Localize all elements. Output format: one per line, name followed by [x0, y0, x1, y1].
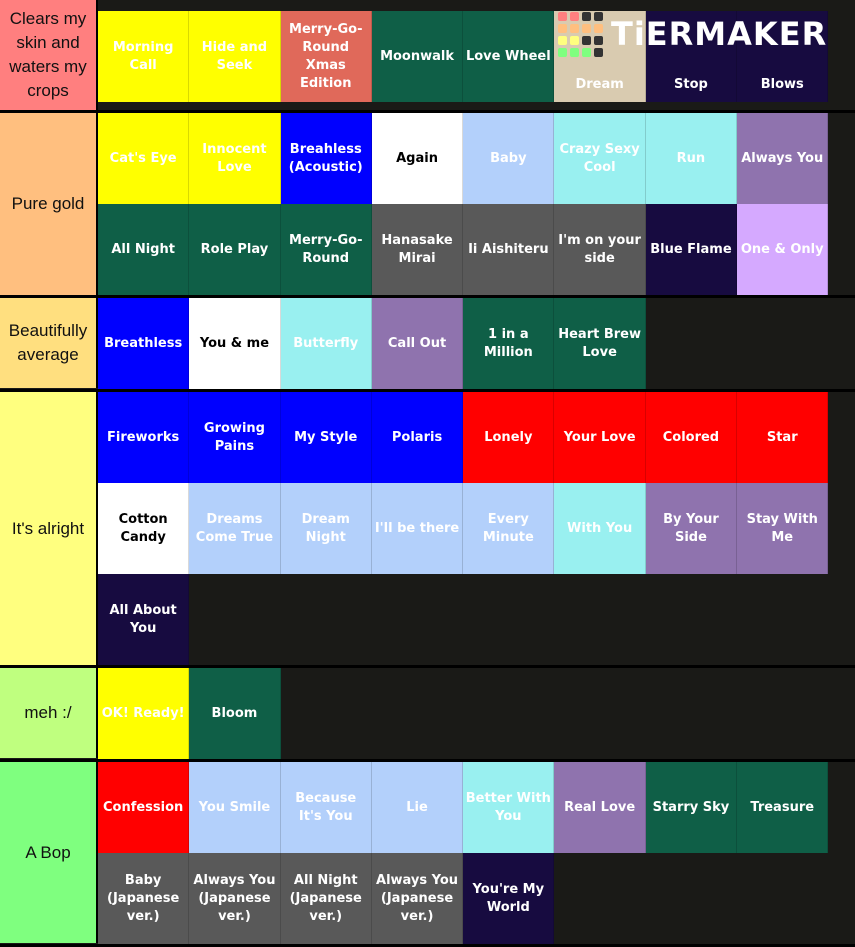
tier-label[interactable]: A Bop [0, 762, 98, 943]
tier-item[interactable]: Your Love [554, 392, 646, 483]
tier-item[interactable]: 1 in a Million [463, 298, 555, 389]
tier-item[interactable]: Merry-Go-Round Xmas Edition [280, 11, 372, 102]
tier-item[interactable]: Hide and Seek [189, 11, 281, 102]
tier-item[interactable]: Star [737, 392, 829, 483]
logo-square [594, 23, 603, 33]
tier-item[interactable]: Stay With Me [737, 483, 829, 574]
tier-item[interactable]: With You [554, 483, 646, 574]
logo-square [594, 35, 603, 45]
tier-item[interactable]: Hanasake Mirai [371, 204, 464, 295]
tier-item[interactable]: Butterfly [280, 298, 372, 389]
tier-row: meh :/OK! Ready! Bloom [0, 668, 855, 762]
tier-item[interactable]: Always You [737, 113, 829, 204]
tier-label[interactable]: Clears my skin and waters my crops [0, 0, 98, 110]
tier-item[interactable]: You & me [189, 298, 281, 389]
logo-square [594, 11, 603, 21]
tier-item[interactable]: Morning Call [98, 11, 190, 102]
tier-item[interactable]: I'll be there [371, 483, 464, 574]
tier-item[interactable]: Run [645, 113, 738, 204]
tier-item[interactable]: Bloom [189, 668, 281, 759]
logo-square [570, 11, 579, 21]
tier-item[interactable]: All About You [98, 574, 190, 665]
tier-item[interactable]: Dreams Come True [189, 483, 281, 574]
tier-items: OK! Ready! Bloom [98, 668, 855, 759]
tier-row: Clears my skin and waters my crops Mornin… [0, 0, 855, 113]
tier-item[interactable]: Baby (Japanese ver.) [98, 853, 190, 944]
tier-item[interactable]: Colored [645, 392, 738, 483]
tier-row: It's alright Fireworks Growing Pains My Sty… [0, 392, 855, 668]
tier-items: Confession You Smile Because It's You Lie Be… [98, 762, 855, 944]
tier-item[interactable]: Always You (Japanese ver.) [189, 853, 281, 944]
tier-item[interactable]: Call Out [371, 298, 464, 389]
logo-square [594, 47, 603, 57]
tier-label[interactable]: meh :/ [0, 668, 98, 758]
tier-item[interactable]: Baby [463, 113, 555, 204]
tier-item[interactable]: Fireworks [98, 392, 190, 483]
tier-item[interactable]: All Night [98, 204, 190, 295]
tier-item[interactable]: Breathless [98, 298, 190, 389]
tier-row: A Bop Confession You Smile Because It's You… [0, 762, 855, 947]
tier-item[interactable]: You Smile [189, 762, 281, 853]
logo-square [558, 11, 567, 21]
tier-item[interactable]: By Your Side [645, 483, 738, 574]
logo-square [558, 23, 567, 33]
logo-square [558, 35, 567, 45]
tier-items: Fireworks Growing Pains My Style Polaris Lon… [98, 392, 855, 665]
tier-items: Cat's Eye Innocent Love Breahless (Acousti… [98, 113, 855, 295]
tier-item[interactable]: My Style [280, 392, 372, 483]
tier-items: Breathless You & me Butterfly Call Out 1 in … [98, 298, 855, 389]
tier-item[interactable]: Blows [737, 11, 829, 102]
logo-square [582, 11, 591, 21]
tier-label[interactable]: It's alright [0, 392, 98, 665]
tier-item[interactable]: Ii Aishiteru [463, 204, 555, 295]
tier-item[interactable]: Stop [645, 11, 738, 102]
logo-square [582, 35, 591, 45]
tier-item[interactable]: Merry-Go-Round [280, 204, 372, 295]
tier-item[interactable]: Better With You [463, 762, 555, 853]
tier-row: Beautifully average Breathless You & me But… [0, 298, 855, 392]
tier-item[interactable]: Lie [371, 762, 464, 853]
tier-item[interactable]: Real Love [554, 762, 646, 853]
logo-square [570, 47, 579, 57]
tier-item[interactable]: Always You (Japanese ver.) [371, 853, 464, 944]
tier-item[interactable]: Every Minute [463, 483, 555, 574]
tier-label[interactable]: Pure gold [0, 113, 98, 295]
tier-items: Morning Call Hide and Seek Merry-Go-Round … [98, 0, 855, 102]
tier-item[interactable]: Cotton Candy [98, 483, 190, 574]
logo-text: TiERMAKER [611, 15, 828, 53]
tier-item[interactable]: All Night (Japanese ver.) [280, 853, 372, 944]
tier-item[interactable]: Role Play [189, 204, 281, 295]
tier-item[interactable]: Growing Pains [189, 392, 281, 483]
tier-item[interactable]: Breahless (Acoustic) [280, 113, 372, 204]
tiermaker-logo: TiERMAKER [558, 11, 828, 57]
logo-grid-icon [558, 11, 603, 57]
tier-label[interactable]: Beautifully average [0, 298, 98, 388]
tier-item[interactable]: Lonely [463, 392, 555, 483]
tier-item[interactable]: Love Wheel [463, 11, 555, 102]
tier-row: Pure gold Cat's Eye Innocent Love Breahless… [0, 113, 855, 298]
logo-square [570, 35, 579, 45]
tier-item[interactable]: Heart Brew Love [554, 298, 646, 389]
tier-item[interactable]: Again [371, 113, 464, 204]
logo-square [582, 23, 591, 33]
tier-item[interactable]: Polaris [371, 392, 464, 483]
tier-item[interactable]: Cat's Eye [98, 113, 190, 204]
tier-item[interactable]: Innocent Love [189, 113, 281, 204]
tier-item[interactable]: I'm on your side [554, 204, 646, 295]
tier-item[interactable]: Moonwalk [371, 11, 464, 102]
tier-item[interactable]: You're My World [463, 853, 555, 944]
tier-item[interactable]: Confession [98, 762, 190, 853]
logo-square [570, 23, 579, 33]
tier-item[interactable]: Blue Flame [645, 204, 738, 295]
tier-item[interactable]: Treasure [737, 762, 829, 853]
tier-item[interactable]: Dream Night [280, 483, 372, 574]
logo-square [558, 47, 567, 57]
tier-item[interactable]: Crazy Sexy Cool [554, 113, 646, 204]
tier-item[interactable]: Starry Sky [645, 762, 738, 853]
logo-square [582, 47, 591, 57]
tier-item[interactable]: Because It's You [280, 762, 372, 853]
tier-item[interactable]: One & Only [737, 204, 829, 295]
tier-item[interactable]: OK! Ready! [98, 668, 190, 759]
